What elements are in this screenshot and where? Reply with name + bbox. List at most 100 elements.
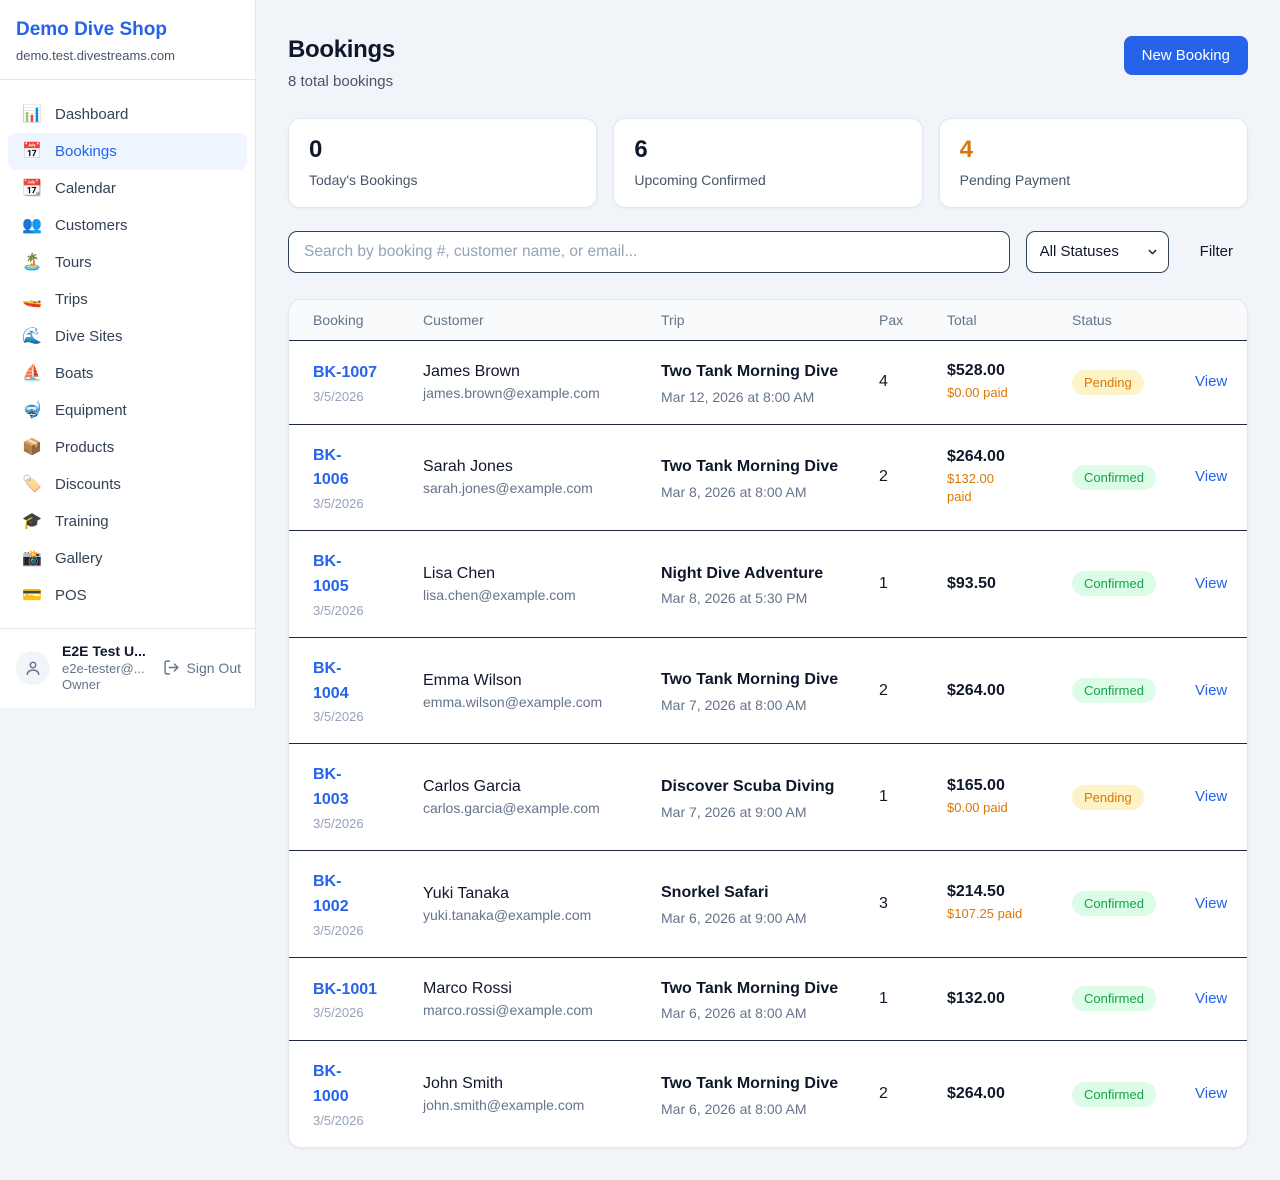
graduation-cap-icon: 🎓 — [22, 512, 42, 530]
sidebar-item-label: Equipment — [55, 402, 127, 419]
sign-out-button[interactable]: Sign Out — [163, 659, 241, 676]
view-link[interactable]: View — [1195, 1085, 1228, 1103]
filter-bar: All Statuses Filter — [288, 230, 1248, 273]
stats-row: 0 Today's Bookings 6 Upcoming Confirmed … — [288, 118, 1248, 208]
customer-email: sarah.jones@example.com — [423, 480, 593, 497]
person-icon — [26, 661, 40, 675]
user-section: E2E Test U... e2e-tester@... Owner Sign … — [0, 628, 255, 708]
column-header-status: Status — [1072, 311, 1112, 328]
sidebar-item-gallery[interactable]: 📸 Gallery — [8, 540, 247, 577]
view-link[interactable]: View — [1195, 681, 1228, 699]
customer-name: Emma Wilson — [423, 671, 522, 689]
sign-out-icon — [163, 660, 179, 675]
total-amount: $214.50 — [947, 883, 1005, 901]
camera-icon: 📸 — [22, 549, 42, 567]
status-badge: Confirmed — [1072, 891, 1156, 917]
total-amount: $264.00 — [947, 447, 1005, 465]
status-badge: Confirmed — [1072, 1081, 1156, 1107]
booking-id-link[interactable]: BK-1007 — [313, 363, 378, 381]
stat-card-todays-bookings: 0 Today's Bookings — [288, 118, 598, 208]
sidebar-item-calendar[interactable]: 📆 Calendar — [8, 170, 247, 207]
shop-header: Demo Dive Shop demo.test.divestreams.com — [0, 0, 255, 80]
booking-date: 3/5/2026 — [313, 388, 364, 404]
view-link[interactable]: View — [1195, 373, 1228, 391]
booking-id-link[interactable]: BK-1001 — [313, 980, 378, 998]
user-info: E2E Test U... e2e-tester@... Owner — [62, 643, 151, 692]
booking-id-link[interactable]: BK- 1003 — [313, 766, 349, 809]
bar-chart-icon: 📊 — [22, 105, 42, 123]
customer-name: Carlos Garcia — [423, 778, 521, 796]
column-header-booking: Booking — [313, 311, 364, 328]
booking-row: BK- 1005 3/5/2026 Lisa Chen lisa.chen@ex… — [289, 531, 1247, 638]
booking-date: 3/5/2026 — [313, 922, 364, 938]
sidebar-item-products[interactable]: 📦 Products — [8, 429, 247, 466]
booking-id-link[interactable]: BK- 1005 — [313, 553, 349, 595]
view-link[interactable]: View — [1195, 468, 1228, 486]
trip-datetime: Mar 12, 2026 at 8:00 AM — [661, 388, 815, 405]
booking-id-link[interactable]: BK- 1004 — [313, 659, 349, 702]
sidebar-item-trips[interactable]: 🚤 Trips — [8, 281, 247, 318]
sidebar-item-customers[interactable]: 👥 Customers — [8, 207, 247, 244]
customer-name: John Smith — [423, 1075, 504, 1093]
sidebar-item-label: POS — [55, 587, 87, 604]
customer-name: Sarah Jones — [423, 458, 513, 476]
view-link[interactable]: View — [1195, 574, 1228, 592]
sidebar-item-tours[interactable]: 🏝️ Tours — [8, 244, 247, 281]
sidebar-item-label: Gallery — [55, 550, 103, 567]
view-link[interactable]: View — [1195, 788, 1228, 806]
sidebar-item-training[interactable]: 🎓 Training — [8, 503, 247, 540]
column-header-customer: Customer — [423, 311, 484, 328]
booking-row: BK- 1006 3/5/2026 Sarah Jones sarah.jone… — [289, 425, 1247, 532]
new-booking-button[interactable]: New Booking — [1123, 36, 1248, 75]
status-badge: Pending — [1072, 784, 1144, 810]
booking-date: 3/5/2026 — [313, 496, 364, 512]
table-body: BK-1007 3/5/2026 James Brown james.brown… — [289, 341, 1247, 1147]
sidebar-item-pos[interactable]: 💳 POS — [8, 577, 247, 614]
credit-card-icon: 💳 — [22, 586, 42, 604]
total-amount: $165.00 — [947, 776, 1005, 794]
view-link[interactable]: View — [1195, 989, 1228, 1007]
filter-button[interactable]: Filter — [1199, 243, 1233, 261]
main-content: Bookings 8 total bookings New Booking 0 … — [256, 0, 1280, 1180]
page-header: Bookings 8 total bookings New Booking — [288, 36, 1248, 90]
status-select[interactable]: All Statuses — [1025, 230, 1169, 273]
booking-id-link[interactable]: BK- 1002 — [313, 872, 349, 915]
booking-row: BK- 1003 3/5/2026 Carlos Garcia carlos.g… — [289, 744, 1247, 851]
customer-email: john.smith@example.com — [423, 1097, 585, 1114]
sidebar-item-label: Tours — [55, 254, 92, 271]
booking-row: BK- 1002 3/5/2026 Yuki Tanaka yuki.tanak… — [289, 851, 1247, 958]
page-subtitle: 8 total bookings — [288, 73, 394, 90]
status-badge: Pending — [1072, 369, 1144, 395]
paid-amount: $107.25 paid — [947, 906, 1023, 922]
sidebar-item-dive-sites[interactable]: 🌊 Dive Sites — [8, 318, 247, 355]
sidebar-item-bookings[interactable]: 📅 Bookings — [8, 133, 247, 170]
column-header-total: Total — [947, 311, 977, 328]
customer-email: emma.wilson@example.com — [423, 693, 603, 710]
sidebar-item-dashboard[interactable]: 📊 Dashboard — [8, 96, 247, 133]
calendar-icon: 📅 — [22, 142, 42, 160]
customer-name: Yuki Tanaka — [423, 884, 509, 902]
stat-card-upcoming-confirmed: 6 Upcoming Confirmed — [613, 118, 923, 208]
booking-id-link[interactable]: BK- 1000 — [313, 1063, 349, 1106]
total-amount: $264.00 — [947, 681, 1005, 699]
stat-value: 0 — [309, 136, 323, 163]
sidebar-item-equipment[interactable]: 🤿 Equipment — [8, 392, 247, 429]
avatar — [16, 650, 50, 685]
pax-count: 2 — [879, 1085, 888, 1103]
view-link[interactable]: View — [1195, 894, 1228, 912]
table-header: Booking Customer Trip Pax Total Status — [289, 299, 1247, 341]
speedboat-icon: 🚤 — [22, 290, 42, 308]
booking-row: BK-1007 3/5/2026 James Brown james.brown… — [289, 341, 1247, 425]
booking-id-link[interactable]: BK- 1006 — [313, 446, 349, 489]
customer-email: yuki.tanaka@example.com — [423, 906, 592, 923]
booking-date: 3/5/2026 — [313, 1005, 364, 1021]
search-input[interactable] — [288, 230, 1010, 273]
customer-name: Marco Rossi — [423, 979, 512, 997]
sidebar-item-boats[interactable]: ⛵ Boats — [8, 355, 247, 392]
sidebar-item-discounts[interactable]: 🏷️ Discounts — [8, 466, 247, 503]
status-badge: Confirmed — [1072, 986, 1156, 1012]
trip-name: Two Tank Morning Dive — [661, 979, 839, 997]
booking-row: BK-1001 3/5/2026 Marco Rossi marco.rossi… — [289, 958, 1247, 1042]
sidebar-item-label: Products — [55, 439, 115, 456]
user-name: E2E Test U... — [62, 643, 146, 659]
